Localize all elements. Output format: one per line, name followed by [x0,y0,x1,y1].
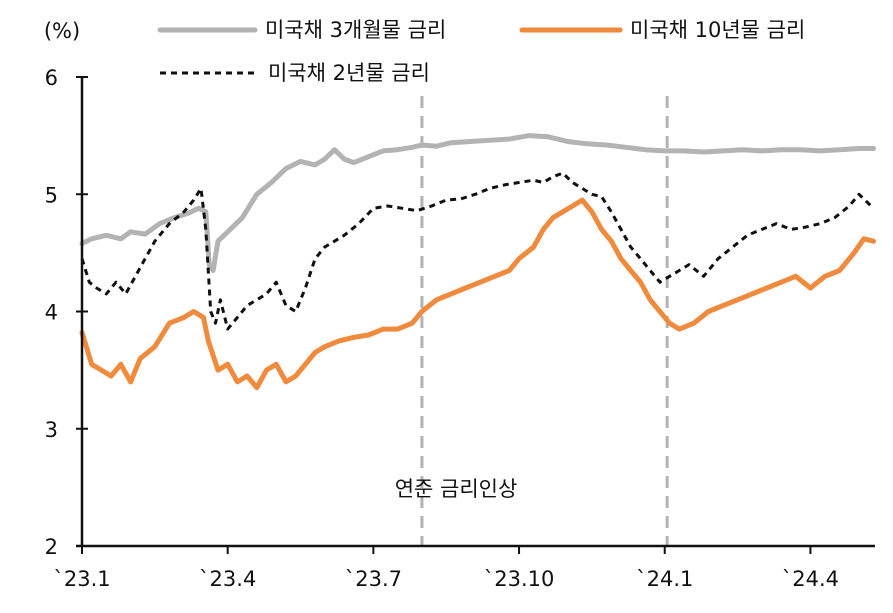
series-line-2 [79,197,876,391]
series-lines [79,133,876,391]
series-line-3 [80,171,875,331]
axes: 2 3 4 5 6 (%) `23.1 `23.4 `23.7 `23.10 `24.1 `24.4 [44,19,875,591]
x-tick-label: `23.1 [53,567,110,591]
x-tick-label: `23.4 [199,567,256,591]
annotation-label: 연준 금리인상 [395,477,518,501]
y-tick-label: 5 [45,183,58,207]
y-tick-label: 3 [45,418,58,442]
y-tick-label: 4 [45,301,58,325]
legend-label-2: 미국채 10년물 금리 [630,18,805,42]
legend-label-3: 미국채 2년물 금리 [268,61,430,85]
y-unit-label: (%) [44,19,80,43]
y-tick-label: 2 [45,535,58,559]
series-line-1 [79,133,876,273]
x-tick-label: `24.1 [636,567,693,591]
x-tick-label: `24.4 [782,567,839,591]
legend-label-1: 미국채 3개월물 금리 [265,18,446,42]
x-tick-label: `23.10 [484,567,555,591]
x-tick-label: `23.7 [345,567,402,591]
y-tick-label: 6 [45,66,58,90]
annotations: 연준 금리인상 [395,477,518,501]
